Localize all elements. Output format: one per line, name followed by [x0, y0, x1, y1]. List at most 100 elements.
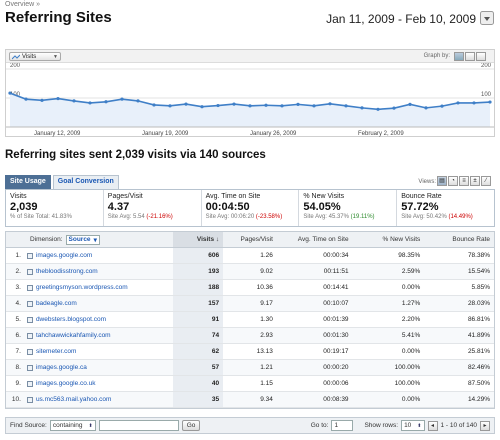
find-source-input[interactable]	[98, 420, 179, 431]
source-cell: dwebsters.blogspot.com	[24, 316, 173, 323]
header-bounce-rate[interactable]: Bounce Rate	[452, 236, 490, 243]
data-point[interactable]	[184, 102, 188, 106]
cell-new-visits: 100.00%	[394, 380, 421, 387]
external-link-icon[interactable]	[26, 300, 33, 307]
data-point[interactable]	[8, 91, 12, 95]
find-mode-select[interactable]: containing ⬍	[49, 420, 96, 431]
source-link[interactable]: thebloodisstrong.com	[35, 268, 98, 275]
goto-input[interactable]: 1	[331, 420, 354, 431]
data-point[interactable]	[296, 102, 300, 106]
dimension-select[interactable]: Source ▾	[65, 234, 100, 245]
external-link-icon[interactable]	[26, 380, 33, 387]
data-point[interactable]	[104, 100, 108, 104]
data-point[interactable]	[120, 97, 124, 101]
header-pages-visit[interactable]: Pages/Visit	[240, 236, 273, 243]
table-row[interactable]: 7. sitemeter.com 62 13.13 00:19:17 0.00% 25.81…	[6, 344, 494, 360]
data-point[interactable]	[456, 101, 460, 105]
cell-bounce-rate: 28.03%	[467, 300, 490, 307]
data-point[interactable]	[232, 102, 236, 106]
next-page-icon[interactable]: ▸	[480, 420, 490, 431]
metric-select[interactable]: Visits ▼	[9, 52, 61, 61]
cell-avg-time: 00:08:39	[323, 396, 349, 403]
cell-new-visits: 1.27%	[401, 300, 421, 307]
source-link[interactable]: us.mc563.mail.yahoo.com	[35, 396, 112, 403]
pie-view-button[interactable]: ◔	[448, 176, 458, 186]
date-range[interactable]: Jan 11, 2009 - Feb 10, 2009	[326, 12, 476, 26]
source-link[interactable]: greetingsmyson.wordpress.com	[35, 284, 128, 291]
table-row[interactable]: 4. badeagle.com 157 9.17 00:10:07 1.27% 28.03%	[6, 296, 494, 312]
graph-by-week-button[interactable]	[465, 52, 475, 61]
source-link[interactable]: dwebsters.blogspot.com	[35, 316, 107, 323]
data-point[interactable]	[72, 99, 76, 103]
data-point[interactable]	[360, 106, 364, 110]
table-row[interactable]: 9. images.google.co.uk 40 1.15 00:00:06 100.0…	[6, 376, 494, 392]
show-rows-select[interactable]: 10 ⬍	[401, 420, 425, 431]
data-point[interactable]	[328, 102, 332, 106]
data-point[interactable]	[408, 102, 412, 106]
bar-view-button[interactable]: ≡	[459, 176, 469, 186]
data-point[interactable]	[312, 104, 316, 108]
external-link-icon[interactable]	[26, 284, 33, 291]
metric-select-label: Visits	[22, 53, 37, 60]
external-link-icon[interactable]	[26, 316, 33, 323]
score-pages-visit: Pages/Visit 4.37 Site Avg: 5.54 (-21.16%…	[104, 190, 202, 226]
table-row[interactable]: 5. dwebsters.blogspot.com 91 1.30 00:01:39 2.…	[6, 312, 494, 328]
data-point[interactable]	[392, 106, 396, 110]
data-point[interactable]	[424, 106, 428, 110]
pivot-view-button[interactable]: ⁄	[481, 176, 491, 186]
table-row[interactable]: 3. greetingsmyson.wordpress.com 188 10.36 00…	[6, 280, 494, 296]
score-visits: Visits 2,039 % of Site Total: 41.83%	[6, 190, 104, 226]
prev-page-icon[interactable]: ◂	[427, 420, 438, 431]
data-point[interactable]	[472, 101, 476, 105]
find-go-button[interactable]: Go	[181, 420, 201, 431]
data-point[interactable]	[168, 104, 172, 108]
table-view-button[interactable]: ▤	[437, 176, 447, 186]
table-row[interactable]: 10. us.mc563.mail.yahoo.com 35 9.34 00:08:39…	[6, 392, 494, 408]
data-point[interactable]	[248, 104, 252, 108]
tab-goal-conversion[interactable]: Goal Conversion	[52, 175, 119, 189]
external-link-icon[interactable]	[26, 332, 33, 339]
data-point[interactable]	[40, 98, 44, 102]
source-link[interactable]: sitemeter.com	[35, 348, 77, 355]
compare-view-button[interactable]: ±	[470, 176, 480, 186]
breadcrumb[interactable]: Overview »	[5, 1, 41, 8]
source-cell: tahchawwickahfamily.com	[24, 332, 173, 339]
graph-by-day-button[interactable]	[454, 52, 464, 61]
data-point[interactable]	[264, 103, 268, 107]
date-dropdown-icon[interactable]	[480, 11, 494, 25]
source-link[interactable]: images.google.ca	[35, 364, 87, 371]
header-avg-time[interactable]: Avg. Time on Site	[297, 236, 349, 243]
data-point[interactable]	[24, 97, 28, 101]
table-row[interactable]: 2. thebloodisstrong.com 193 9.02 00:11:51 2.5…	[6, 264, 494, 280]
external-link-icon[interactable]	[26, 348, 33, 355]
external-link-icon[interactable]	[26, 396, 33, 403]
data-point[interactable]	[56, 96, 60, 101]
external-link-icon[interactable]	[26, 252, 33, 259]
data-point[interactable]	[344, 104, 348, 108]
header-new-visits[interactable]: % New Visits	[382, 236, 421, 243]
visits-line-chart[interactable]: 200 100 200 100 January 12, 2009 January…	[6, 63, 494, 137]
source-link[interactable]: images.google.co.uk	[35, 380, 96, 387]
header-visits[interactable]: Visits ↓	[173, 232, 224, 247]
data-point[interactable]	[488, 100, 492, 104]
data-point[interactable]	[200, 105, 204, 109]
source-cell: thebloodisstrong.com	[24, 268, 173, 275]
data-point[interactable]	[376, 107, 380, 111]
source-link[interactable]: images.google.com	[35, 252, 93, 259]
external-link-icon[interactable]	[26, 268, 33, 275]
data-point[interactable]	[136, 99, 140, 103]
table-row[interactable]: 6. tahchawwickahfamily.com 74 2.93 00:01:30 5…	[6, 328, 494, 344]
data-point[interactable]	[440, 104, 444, 108]
table-row[interactable]: 8. images.google.ca 57 1.21 00:00:20 100.00% 8…	[6, 360, 494, 376]
source-link[interactable]: tahchawwickahfamily.com	[35, 332, 111, 339]
cell-pages-visit: 1.30	[260, 316, 273, 323]
table-row[interactable]: 1. images.google.com 606 1.26 00:00:34 98.35%…	[6, 248, 494, 264]
data-point[interactable]	[280, 104, 284, 108]
graph-by-month-button[interactable]	[476, 52, 486, 61]
source-link[interactable]: badeagle.com	[35, 300, 77, 307]
tab-site-usage[interactable]: Site Usage	[5, 175, 51, 189]
data-point[interactable]	[88, 101, 92, 105]
external-link-icon[interactable]	[26, 364, 33, 371]
data-point[interactable]	[152, 103, 156, 107]
data-point[interactable]	[216, 103, 220, 108]
